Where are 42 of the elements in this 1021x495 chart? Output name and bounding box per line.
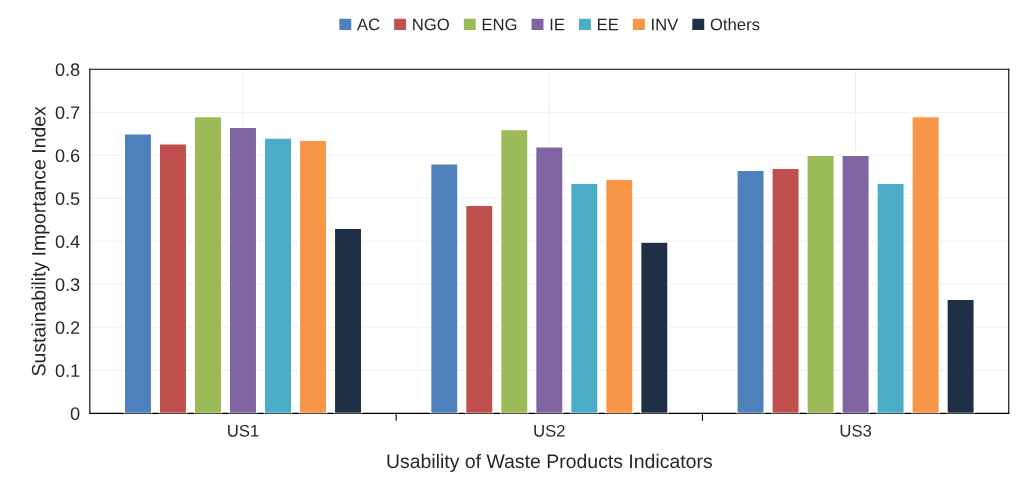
bar — [736, 169, 765, 414]
legend-label: ENG — [482, 18, 517, 31]
x-tick-label: US2 — [534, 424, 565, 437]
bar — [806, 154, 835, 414]
bar — [228, 126, 258, 414]
bar — [771, 167, 800, 414]
bar — [193, 115, 223, 414]
y-tick-label: 0.4 — [55, 235, 80, 249]
bar — [604, 178, 634, 414]
y-tick-label: 0.5 — [55, 192, 80, 206]
legend-label: INV — [652, 18, 679, 31]
y-tick-label: 0.8 — [55, 63, 80, 77]
bar — [876, 182, 905, 414]
x-axis-title: Usability of Waste Products Indicators — [387, 453, 712, 472]
x-tick-label: US1 — [228, 424, 259, 437]
bar — [946, 298, 975, 414]
y-tick-label: 0.7 — [55, 106, 80, 120]
y-tick-label: 0.2 — [55, 321, 80, 335]
bar — [429, 163, 459, 414]
bar — [123, 133, 153, 414]
bar — [534, 146, 564, 414]
legend-label: NGO — [413, 18, 449, 31]
y-axis-title: Sustainability Importance Index — [31, 106, 50, 376]
legend-label: AC — [356, 18, 380, 31]
bar — [639, 241, 669, 414]
legend-label: EE — [597, 18, 619, 31]
bar — [499, 128, 529, 414]
bar — [911, 115, 940, 414]
y-tick-label: 0 — [70, 407, 80, 421]
bar — [298, 139, 328, 414]
bar — [841, 154, 870, 414]
legend-label: Others — [710, 18, 760, 31]
y-tick-label: 0.6 — [55, 149, 80, 163]
bar — [158, 143, 188, 414]
bar — [569, 182, 599, 414]
bar — [333, 227, 363, 414]
x-tick-label: US3 — [840, 424, 872, 437]
y-tick-label: 0.3 — [55, 278, 80, 292]
legend-label: IE — [550, 18, 565, 31]
bar — [263, 137, 293, 414]
bar — [464, 204, 494, 414]
y-tick-label: 0.1 — [55, 364, 80, 378]
